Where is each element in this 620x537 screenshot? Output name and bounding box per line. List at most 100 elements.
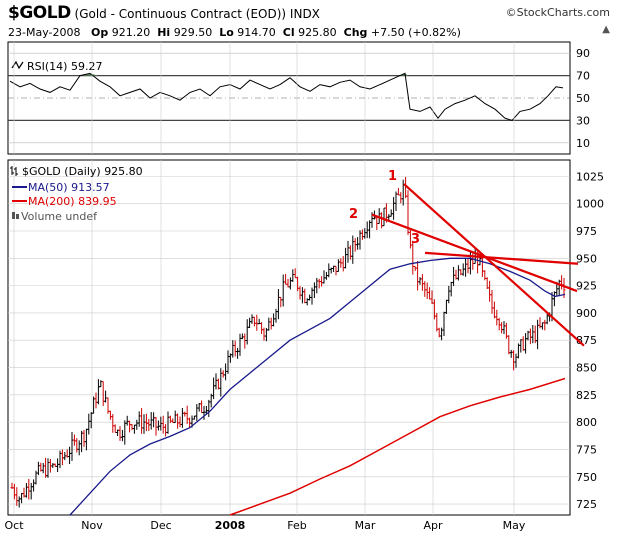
ohlc-bar	[540, 322, 544, 330]
annotations: 1 2 3	[349, 169, 420, 247]
ma50-legend: MA(50) 913.57	[28, 181, 110, 194]
ohlc-bar	[396, 187, 400, 196]
ohlc-bar	[41, 462, 45, 474]
ohlc-bar	[135, 419, 139, 430]
x-label-Feb: Feb	[287, 519, 306, 532]
price-tick-850: 850	[576, 362, 597, 375]
ohlc-bar	[200, 400, 204, 413]
ohlc-bar	[243, 333, 247, 349]
annotation-2: 2	[349, 207, 358, 222]
ohlc-bar	[495, 309, 499, 326]
ohlc-bar	[152, 412, 156, 428]
exchange: INDX	[289, 7, 320, 21]
symbol: $GOLD	[8, 3, 71, 23]
price-legend: $GOLD (Daily) 925.80 MA(50) 913.57 MA(20…	[10, 165, 143, 223]
price-tick-950: 950	[576, 252, 597, 265]
price-tick-725: 725	[576, 498, 597, 511]
ohlc-bar	[154, 417, 158, 436]
ohlc-bar	[464, 257, 468, 277]
ohlc-bar	[507, 335, 511, 355]
ohlc-bar	[120, 429, 124, 442]
ohlc-bar	[382, 207, 386, 227]
ohlc-bar	[12, 483, 16, 500]
ohlc-bar	[101, 381, 105, 406]
ohlc-bar	[221, 370, 225, 378]
ohlc-bar	[195, 404, 199, 421]
ohlc-bar	[111, 414, 115, 433]
ohlc-bar	[514, 353, 518, 368]
close-value: 925.80	[298, 26, 337, 39]
ohlc-bar	[303, 288, 307, 304]
ohlc-bar	[161, 415, 165, 434]
price-tick-775: 775	[576, 443, 597, 456]
ohlc-bar	[288, 277, 292, 290]
ohlc-bar	[497, 317, 501, 331]
ohlc-bar	[420, 274, 424, 291]
ohlc-bar	[80, 430, 84, 453]
ohlc-bar	[492, 301, 496, 319]
ohlc-bar	[399, 192, 403, 204]
ohlc-bar	[132, 424, 136, 434]
ohlc-bar	[233, 340, 237, 357]
ohlc-bar	[84, 428, 88, 451]
ohlc-bar	[521, 336, 525, 351]
ohlc-bar	[173, 410, 177, 424]
ohlc-bar	[291, 269, 295, 282]
ohlc-bar	[269, 317, 273, 330]
ohlc-bar	[334, 265, 338, 276]
ohlc-bar	[118, 426, 122, 441]
description: (Gold - Continuous Contract (EOD))	[74, 7, 287, 21]
ohlc-bar	[226, 350, 230, 374]
ohlc-bar	[276, 289, 280, 320]
ohlc-bar	[284, 273, 288, 285]
ohlc-bar	[250, 314, 254, 324]
rsi-axis: 90 70 50 30 10	[576, 47, 590, 150]
x-label-Oct: Oct	[4, 519, 24, 532]
ohlc-bar	[104, 390, 108, 403]
ohlc-bar	[557, 279, 561, 297]
ohlc-bar	[346, 240, 350, 263]
ohlc-bar	[423, 281, 427, 297]
collapse-arrow-icon[interactable]: ▲	[602, 24, 610, 35]
x-grid	[13, 42, 515, 515]
volume-legend: Volume undef	[21, 210, 98, 223]
ohlc-bar	[185, 405, 189, 424]
rsi-legend-icon	[11, 60, 24, 70]
ohlc-bar	[56, 458, 60, 473]
open-label: Op	[90, 26, 109, 39]
ohlc-bar	[15, 487, 19, 506]
ohlc-bar	[236, 347, 240, 359]
ohlc-bar	[72, 434, 76, 446]
ohlc-bar	[471, 252, 475, 270]
ohlc-bar	[502, 321, 506, 335]
ohlc-bar	[480, 256, 484, 277]
brand-watermark: ©StockCharts.com	[505, 6, 610, 19]
ohlc-bar	[281, 274, 285, 307]
ohlc-bar	[125, 415, 129, 426]
ohlc-bar	[164, 424, 168, 437]
x-label-Apr: Apr	[423, 519, 443, 532]
ohlc-bar	[296, 276, 300, 292]
x-label-May: May	[503, 519, 526, 532]
ohlc-bar	[140, 408, 144, 434]
ohlc-bar	[552, 291, 556, 307]
trendline-3	[424, 251, 579, 265]
price-bars	[10, 177, 566, 508]
ohlc-bar	[166, 411, 170, 434]
price-tick-1000: 1000	[576, 198, 604, 211]
ma200-legend: MA(200) 839.95	[28, 195, 117, 208]
high-value: 929.50	[173, 26, 213, 39]
chart-title-row: $GOLD (Gold - Continuous Contract (EOD))…	[8, 3, 320, 23]
ohlc-bar	[87, 413, 91, 435]
high-label: Hi	[157, 26, 171, 39]
ohlc-bar	[20, 492, 24, 504]
ohlc-bar	[442, 311, 446, 337]
volume-legend-icon	[12, 212, 15, 219]
ohlc-bar	[44, 457, 48, 478]
ohlc-bar	[389, 209, 393, 217]
ma50-line	[69, 257, 566, 516]
ohlc-bar	[240, 333, 244, 340]
ohlc-bar	[452, 266, 456, 287]
ohlc-bar	[416, 260, 420, 291]
